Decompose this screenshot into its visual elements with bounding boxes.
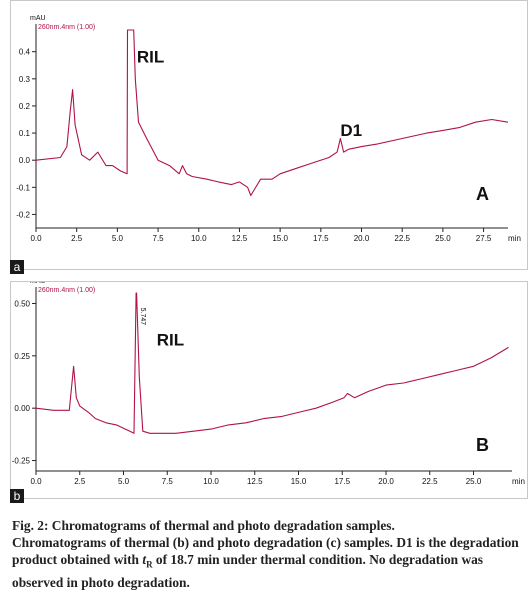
caption-title: Fig. 2: Chromatograms of thermal and pho… [12, 518, 395, 533]
x-tick-label: 25.0 [466, 477, 482, 486]
x-tick-label: 2.5 [71, 234, 83, 243]
x-tick-label: 7.5 [162, 477, 174, 486]
y-tick-label: 0.0 [19, 156, 31, 165]
x-tick-label: 10.0 [203, 477, 219, 486]
chromatogram-trace [35, 292, 509, 434]
detector-label: 260nm.4nm (1.00) [38, 24, 95, 31]
y-tick-label: -0.25 [12, 457, 31, 466]
detector-label: 260nm.4nm (1.00) [38, 287, 95, 294]
caption-body-end: of 18.7 min under thermal condition. No … [12, 552, 484, 590]
x-tick-label: 22.5 [422, 477, 438, 486]
x-tick-label: 15.0 [291, 477, 307, 486]
x-tick-label: 25.0 [435, 234, 451, 243]
x-tick-label: 15.0 [272, 234, 288, 243]
y-axis-unit: mAU [30, 15, 46, 22]
x-tick-label: 17.5 [334, 477, 350, 486]
caption-t-symbol: t [142, 552, 147, 567]
x-tick-label: 12.5 [247, 477, 263, 486]
panel-label: B [476, 435, 489, 455]
y-tick-label: 0.2 [19, 102, 31, 111]
panel-tag-a: a [10, 260, 24, 274]
peak-label-ril: RIL [137, 48, 164, 67]
caption-body: Chromatograms of thermal (b) and photo d… [12, 534, 527, 591]
caption-t-subscript: R [146, 559, 153, 570]
x-tick-label: 10.0 [191, 234, 207, 243]
chromatogram-panel-a: 0.4 0.3 0.2 0.1 0.0 -0.1 -0.2 0.0 2.5 5.0 7.5 10.0 1… [0, 0, 532, 278]
x-tick-label: 17.5 [313, 234, 329, 243]
chromatogram-trace [35, 29, 509, 197]
caption-body-start: Chromatograms of thermal (b) and photo d… [12, 535, 519, 567]
x-tick-label: 20.0 [378, 477, 394, 486]
chromatogram-panel-b: 0.50 0.25 0.00 -0.25 0.0 2.5 5.0 7.5 10.0 12.5 15.… [0, 278, 532, 507]
y-tick-label: 0.50 [14, 299, 30, 308]
x-axis-unit: min [512, 477, 525, 486]
retention-time-label: 5.747 [139, 308, 146, 326]
peak-label-ril: RIL [157, 330, 184, 349]
y-tick-label: -0.1 [16, 183, 30, 192]
y-tick-label: 0.1 [19, 129, 31, 138]
chromatogram-a-plot: 0.4 0.3 0.2 0.1 0.0 -0.1 -0.2 0.0 2.5 5.0 7.5 10.0 1… [16, 15, 521, 243]
x-tick-label: 12.5 [232, 234, 248, 243]
x-tick-label: 2.5 [74, 477, 86, 486]
y-tick-label: 0.3 [19, 75, 31, 84]
panel-tag-b: b [10, 489, 24, 503]
x-tick-label: 7.5 [153, 234, 165, 243]
panel-frame [10, 0, 528, 270]
x-tick-label: 5.0 [112, 234, 124, 243]
peak-label-d1: D1 [340, 121, 362, 140]
x-axis-unit: min [508, 234, 521, 243]
y-tick-label: -0.2 [16, 210, 30, 219]
figure-caption: Fig. 2: Chromatograms of thermal and pho… [12, 517, 527, 591]
panel-label: A [476, 184, 489, 204]
chromatogram-b-plot: 0.50 0.25 0.00 -0.25 0.0 2.5 5.0 7.5 10.0 12.5 15.… [12, 278, 525, 486]
x-tick-label: 22.5 [394, 234, 410, 243]
x-tick-label: 0.0 [30, 477, 42, 486]
x-tick-label: 20.0 [354, 234, 370, 243]
y-tick-label: 0.00 [14, 404, 30, 413]
x-tick-label: 5.0 [118, 477, 130, 486]
y-tick-label: 0.25 [14, 352, 30, 361]
x-tick-label: 27.5 [476, 234, 492, 243]
panel-frame [10, 281, 528, 499]
x-tick-label: 0.0 [30, 234, 42, 243]
y-tick-label: 0.4 [19, 48, 31, 57]
